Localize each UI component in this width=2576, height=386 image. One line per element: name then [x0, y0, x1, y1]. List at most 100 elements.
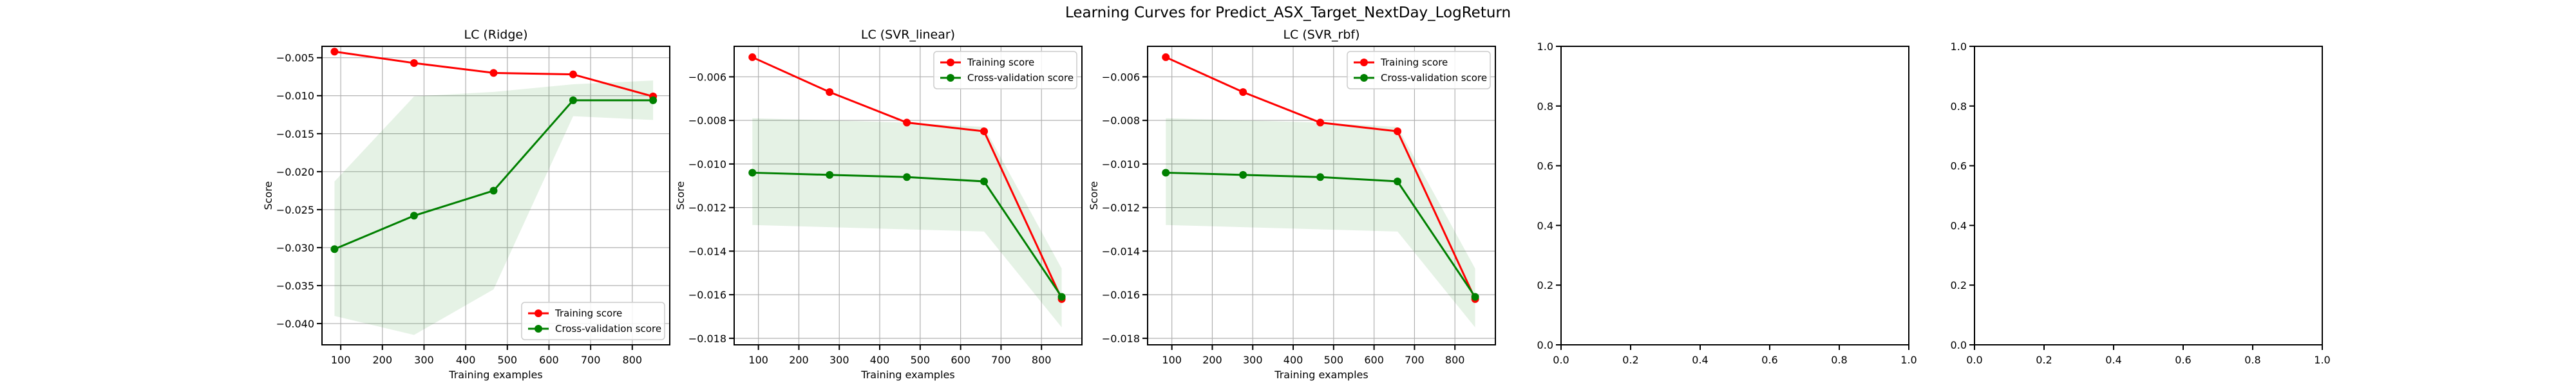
legend: Training score Cross-validation score — [933, 51, 1077, 89]
point-series-1 — [748, 53, 757, 61]
y-tick-label: 0.6 — [1537, 160, 1553, 172]
x-tick-label: 200 — [1202, 354, 1222, 366]
x-tick-label: 1.0 — [2314, 354, 2330, 366]
y-tick-label: −0.035 — [276, 280, 314, 292]
point-series-2 — [330, 245, 339, 253]
legend-label: Cross-validation score — [555, 323, 661, 335]
y-tick-label: 1.0 — [1951, 41, 1967, 53]
point-series-2 — [1471, 293, 1479, 301]
point-series-2 — [826, 170, 834, 179]
y-tick-label: 0.0 — [1537, 339, 1553, 351]
point-series-2 — [1239, 170, 1247, 179]
x-tick-label: 300 — [414, 354, 434, 366]
figure-suptitle: Learning Curves for Predict_ASX_Target_N… — [1065, 5, 1511, 21]
y-tick-label: −0.025 — [276, 204, 314, 216]
y-tick-label: 0.8 — [1951, 100, 1967, 113]
x-tick-label: 0.0 — [1553, 354, 1569, 366]
x-tick-label: 600 — [951, 354, 971, 366]
point-series-1 — [1162, 53, 1170, 61]
point-series-1 — [1394, 127, 1402, 136]
x-tick-label: 1.0 — [1900, 354, 1917, 366]
point-series-1 — [903, 118, 911, 127]
legend: Training score Cross-validation score — [1347, 51, 1491, 89]
x-tick-label: 500 — [1324, 354, 1344, 366]
legend-label: Training score — [967, 57, 1034, 68]
legend-marker — [535, 309, 542, 317]
y-tick-label: −0.008 — [688, 115, 726, 127]
y-tick-label: 0.4 — [1537, 219, 1553, 232]
subplot-1: 100 200 300 400 500 600 700 800 −0.040 −0.035 −0.0… — [262, 28, 670, 381]
y-tick-label: −0.040 — [276, 318, 314, 330]
x-tick-label: 600 — [1364, 354, 1384, 366]
y-tick-label: 1.0 — [1537, 41, 1553, 53]
x-tick-label: 300 — [1243, 354, 1263, 366]
point-series-1 — [1316, 118, 1325, 127]
x-tick-label: 200 — [789, 354, 809, 366]
y-tick-label: −0.006 — [688, 71, 726, 83]
y-tick-label: −0.006 — [1102, 71, 1140, 83]
point-series-2 — [980, 177, 989, 185]
x-tick-label: 100 — [748, 354, 768, 366]
x-tick-label: 400 — [870, 354, 890, 366]
x-tick-label: 400 — [456, 354, 476, 366]
y-tick-label: −0.010 — [688, 158, 726, 170]
x-tick-label: 800 — [623, 354, 643, 366]
subplot-5: 0.0 0.2 0.4 0.6 0.8 1.0 0.0 0.2 0.4 0.6 0.8 1.0 — [1951, 41, 2331, 366]
legend-label: Training score — [1380, 57, 1448, 68]
x-axis-label: Training examples — [1274, 369, 1368, 381]
x-tick-label: 100 — [331, 354, 351, 366]
y-tick-label: −0.030 — [276, 242, 314, 254]
x-tick-label: 0.2 — [2036, 354, 2052, 366]
x-tick-label: 200 — [372, 354, 392, 366]
x-axis-label: Training examples — [860, 369, 954, 381]
y-tick-label: −0.016 — [688, 289, 726, 301]
y-tick-label: −0.012 — [688, 202, 726, 214]
x-tick-label: 700 — [1405, 354, 1425, 366]
x-tick-label: 600 — [539, 354, 559, 366]
y-tick-label: 0.8 — [1537, 100, 1553, 113]
point-series-2 — [569, 96, 577, 104]
x-tick-label: 0.8 — [2244, 354, 2260, 366]
x-tick-label: 100 — [1162, 354, 1182, 366]
y-tick-label: 0.0 — [1951, 339, 1967, 351]
subplot-4: 0.0 0.2 0.4 0.6 0.8 1.0 0.0 0.2 0.4 0.6 0.8 1.0 — [1537, 41, 1917, 366]
x-tick-label: 0.6 — [2175, 354, 2191, 366]
y-tick-label: −0.010 — [1102, 158, 1140, 170]
point-series-1 — [330, 48, 339, 56]
x-tick-label: 700 — [581, 354, 601, 366]
legend-marker — [535, 325, 542, 333]
x-tick-label: 0.8 — [1831, 354, 1847, 366]
y-tick-label: −0.014 — [1102, 245, 1140, 257]
legend-marker — [947, 74, 954, 82]
y-tick-label: −0.012 — [1102, 202, 1140, 214]
y-tick-label: −0.015 — [276, 128, 314, 140]
point-series-2 — [748, 169, 757, 177]
x-tick-label: 0.4 — [1692, 354, 1708, 366]
x-tick-label: 300 — [829, 354, 849, 366]
axes-title: LC (SVR_rbf) — [1283, 28, 1359, 42]
y-tick-label: −0.020 — [276, 166, 314, 178]
y-tick-label: −0.005 — [276, 52, 314, 64]
y-tick-label: −0.016 — [1102, 289, 1140, 301]
legend-label: Cross-validation score — [1381, 72, 1487, 84]
subplot-3: 100 200 300 400 500 600 700 800 −0.018 −0.016 −0.0… — [1088, 28, 1496, 381]
x-tick-label: 0.0 — [1966, 354, 1982, 366]
x-tick-label: 0.2 — [1622, 354, 1638, 366]
y-tick-label: −0.008 — [1102, 115, 1140, 127]
x-tick-label: 400 — [1283, 354, 1303, 366]
point-series-2 — [489, 187, 498, 195]
plot-area — [1561, 46, 1909, 345]
legend-marker — [947, 59, 954, 66]
plot-area — [1975, 46, 2322, 345]
axes-frame — [1147, 46, 1496, 345]
y-tick-label: 0.2 — [1951, 279, 1967, 291]
x-axis-label: Training examples — [448, 369, 542, 381]
legend-box — [1347, 51, 1491, 89]
x-tick-label: 700 — [991, 354, 1011, 366]
legend-marker — [1360, 59, 1368, 66]
y-tick-label: −0.018 — [1102, 333, 1140, 345]
axes-frame — [734, 46, 1083, 345]
point-series-2 — [1162, 169, 1170, 177]
y-tick-label: −0.010 — [276, 90, 314, 102]
legend: Training score Cross-validation score — [521, 302, 665, 340]
